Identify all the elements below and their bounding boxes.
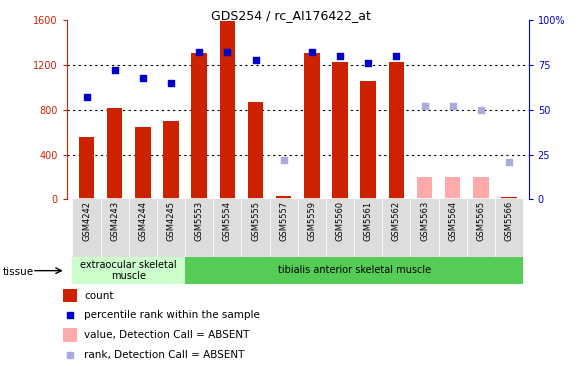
- Point: [476, 107, 486, 113]
- Bar: [276, 196, 292, 199]
- Point: [504, 159, 514, 165]
- Bar: [185, 198, 213, 258]
- Point: [65, 312, 74, 318]
- Bar: [107, 108, 123, 199]
- Point: [166, 80, 175, 86]
- Bar: [417, 177, 432, 199]
- Bar: [129, 198, 157, 258]
- Text: GSM5554: GSM5554: [223, 201, 232, 241]
- Text: GSM5557: GSM5557: [279, 201, 288, 241]
- Point: [392, 53, 401, 59]
- Text: GSM5566: GSM5566: [504, 201, 514, 241]
- Bar: [73, 257, 185, 284]
- Text: GSM5559: GSM5559: [307, 201, 316, 241]
- Bar: [501, 197, 517, 199]
- Bar: [326, 198, 354, 258]
- Point: [335, 53, 345, 59]
- Text: percentile rank within the sample: percentile rank within the sample: [84, 310, 260, 320]
- Point: [82, 94, 91, 100]
- Bar: [192, 53, 207, 199]
- Bar: [242, 198, 270, 258]
- Text: GSM5565: GSM5565: [476, 201, 485, 241]
- Bar: [389, 61, 404, 199]
- Bar: [467, 198, 495, 258]
- Bar: [157, 198, 185, 258]
- Bar: [270, 198, 298, 258]
- Point: [448, 103, 457, 109]
- Text: GSM5561: GSM5561: [364, 201, 372, 241]
- Bar: [298, 198, 326, 258]
- Bar: [360, 81, 376, 199]
- Point: [307, 49, 317, 55]
- Bar: [332, 61, 348, 199]
- Bar: [63, 289, 77, 302]
- Bar: [185, 257, 523, 284]
- Text: GSM5553: GSM5553: [195, 201, 204, 241]
- Bar: [220, 21, 235, 199]
- Bar: [248, 102, 263, 199]
- Bar: [73, 198, 101, 258]
- Point: [223, 49, 232, 55]
- Text: extraocular skeletal
muscle: extraocular skeletal muscle: [80, 259, 177, 281]
- Bar: [79, 137, 94, 199]
- Text: GSM4243: GSM4243: [110, 201, 119, 241]
- Point: [279, 157, 288, 163]
- Text: tissue: tissue: [3, 266, 34, 277]
- Bar: [101, 198, 129, 258]
- Bar: [135, 127, 150, 199]
- Bar: [382, 198, 410, 258]
- Text: GSM4244: GSM4244: [138, 201, 148, 241]
- Text: count: count: [84, 291, 113, 300]
- Text: GSM5562: GSM5562: [392, 201, 401, 241]
- Text: GDS254 / rc_AI176422_at: GDS254 / rc_AI176422_at: [210, 9, 371, 22]
- Text: GSM5564: GSM5564: [448, 201, 457, 241]
- Point: [195, 49, 204, 55]
- Point: [110, 67, 119, 73]
- Point: [251, 57, 260, 63]
- Text: GSM5563: GSM5563: [420, 201, 429, 241]
- Text: tibialis anterior skeletal muscle: tibialis anterior skeletal muscle: [278, 265, 431, 276]
- Point: [65, 352, 74, 358]
- Bar: [354, 198, 382, 258]
- Point: [420, 103, 429, 109]
- Bar: [439, 198, 467, 258]
- Point: [138, 75, 148, 81]
- Bar: [163, 121, 179, 199]
- Bar: [304, 53, 320, 199]
- Bar: [495, 198, 523, 258]
- Text: GSM5560: GSM5560: [335, 201, 345, 241]
- Point: [364, 60, 373, 66]
- Bar: [213, 198, 242, 258]
- Bar: [445, 177, 460, 199]
- Text: value, Detection Call = ABSENT: value, Detection Call = ABSENT: [84, 330, 249, 340]
- Text: GSM4242: GSM4242: [82, 201, 91, 241]
- Text: GSM5555: GSM5555: [251, 201, 260, 241]
- Text: rank, Detection Call = ABSENT: rank, Detection Call = ABSENT: [84, 350, 245, 359]
- Bar: [473, 177, 489, 199]
- Text: GSM4245: GSM4245: [167, 201, 175, 241]
- Bar: [63, 328, 77, 341]
- Bar: [410, 198, 439, 258]
